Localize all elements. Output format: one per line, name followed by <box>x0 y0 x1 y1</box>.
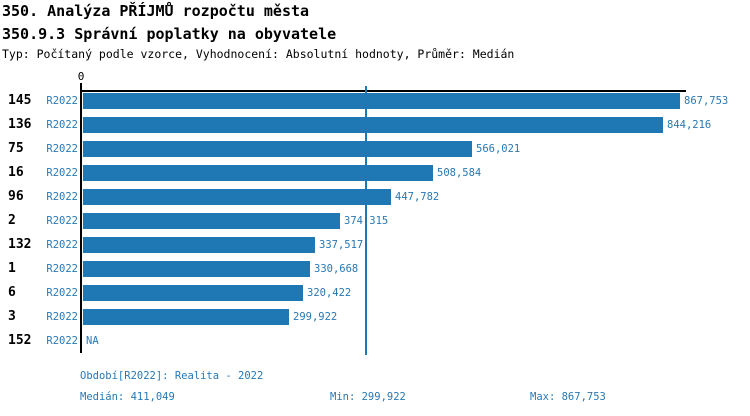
row-category-label: 75 <box>8 141 24 156</box>
bar <box>83 141 472 157</box>
bar-value-label: 508,584 <box>437 167 482 179</box>
bar-value-label: 867,753 <box>684 95 729 107</box>
row-period-label: R2022 <box>46 119 78 131</box>
bar <box>83 93 680 109</box>
row-period-label: R2022 <box>46 239 78 251</box>
row-period-label: R2022 <box>46 287 78 299</box>
bar <box>83 189 391 205</box>
chart-subtitle: Typ: Počítaný podle vzorce, Vyhodnocení:… <box>2 47 515 61</box>
row-category-label: 136 <box>8 117 32 132</box>
row-category-label: 152 <box>8 333 32 348</box>
chart-row: 96 R2022 447,782 <box>0 189 750 205</box>
chart-row: 145 R2022 867,753 <box>0 93 750 109</box>
bar <box>83 213 340 229</box>
chart-row: 16 R2022 508,584 <box>0 165 750 181</box>
chart-row: 136 R2022 844,216 <box>0 117 750 133</box>
bar-value-label: 447,782 <box>395 191 440 203</box>
bar-value-label: NA <box>86 335 99 347</box>
bar-value-label: 299,922 <box>293 311 338 323</box>
row-period-label: R2022 <box>46 335 78 347</box>
y-axis-line <box>80 90 82 353</box>
chart-row: 2 R2022 374,315 <box>0 213 750 229</box>
median-line <box>365 86 367 355</box>
bar-value-label: 320,422 <box>307 287 352 299</box>
bar-value-label: 337,517 <box>319 239 364 251</box>
row-category-label: 16 <box>8 165 24 180</box>
chart-row: 132 R2022 337,517 <box>0 237 750 253</box>
row-period-label: R2022 <box>46 191 78 203</box>
row-period-label: R2022 <box>46 95 78 107</box>
row-category-label: 2 <box>8 213 16 228</box>
row-period-label: R2022 <box>46 311 78 323</box>
bar <box>83 237 315 253</box>
chart-row: 6 R2022 320,422 <box>0 285 750 301</box>
bar-value-label: 374,315 <box>344 215 389 227</box>
bar <box>83 285 303 301</box>
bar <box>83 165 433 181</box>
bar <box>83 309 289 325</box>
bar <box>83 261 310 277</box>
row-period-label: R2022 <box>46 143 78 155</box>
row-category-label: 132 <box>8 237 32 252</box>
footer-period-label: Období[R2022]: Realita - 2022 <box>80 370 264 382</box>
footer-max-label: Max: 867,753 <box>530 391 606 403</box>
row-category-label: 96 <box>8 189 24 204</box>
bar-value-label: 844,216 <box>667 119 712 131</box>
bar <box>83 117 663 133</box>
bar-value-label: 330,668 <box>314 263 359 275</box>
page-title: 350. Analýza PŘÍJMŮ rozpočtu města <box>2 2 310 20</box>
chart-title: 350.9.3 Správní poplatky na obyvatele <box>2 25 337 43</box>
bar-value-label: 566,021 <box>476 143 521 155</box>
chart-row: 3 R2022 299,922 <box>0 309 750 325</box>
chart-row: 1 R2022 330,668 <box>0 261 750 277</box>
x-axis-line <box>80 90 686 92</box>
chart-row: 152 R2022 NA <box>0 333 750 349</box>
footer-min-label: Min: 299,922 <box>330 391 406 403</box>
row-category-label: 145 <box>8 93 32 108</box>
row-period-label: R2022 <box>46 167 78 179</box>
row-period-label: R2022 <box>46 263 78 275</box>
row-category-label: 3 <box>8 309 16 324</box>
row-category-label: 1 <box>8 261 16 276</box>
x-axis-zero-tick-label: 0 <box>77 70 85 83</box>
row-category-label: 6 <box>8 285 16 300</box>
row-period-label: R2022 <box>46 215 78 227</box>
chart-row: 75 R2022 566,021 <box>0 141 750 157</box>
footer-median-label: Medián: 411,049 <box>80 391 175 403</box>
x-axis-zero-tick <box>80 83 82 91</box>
